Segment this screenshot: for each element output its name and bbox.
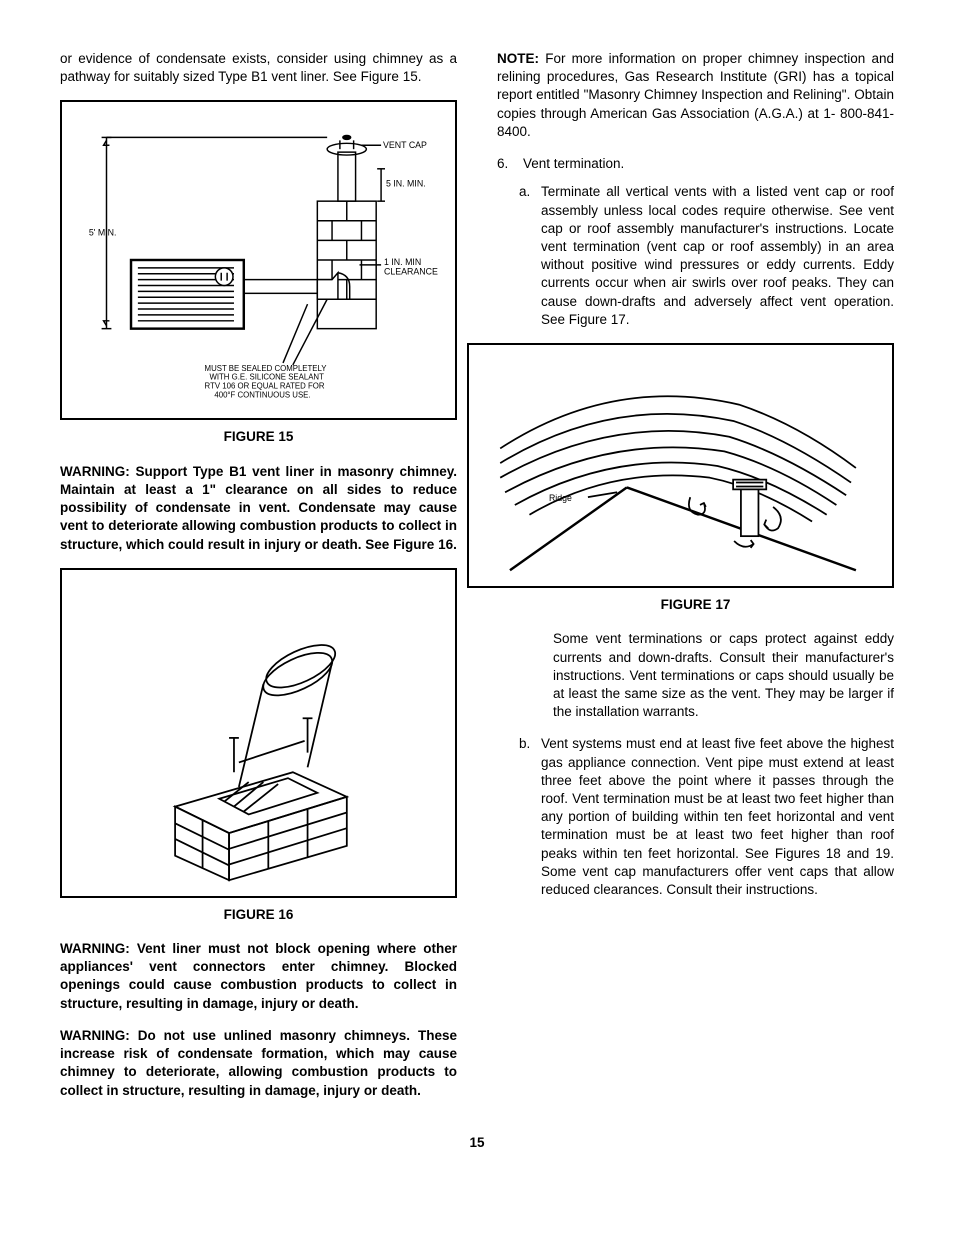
five-in-min-label: 5 IN. MIN. [386,179,426,189]
warning-2-label: WARNING: [60,941,130,956]
figure-15-box: VENT CAP 5 IN. MIN. 1 IN. MIN CLEARANCE … [60,100,457,420]
one-in-min-l2: CLEARANCE [384,267,438,277]
figure-16-box [60,568,457,898]
figure-15-svg: VENT CAP 5 IN. MIN. 1 IN. MIN CLEARANCE … [68,108,449,412]
left-column: or evidence of condensate exists, consid… [60,50,457,1114]
seal-l2: WITH G.E. SILICONE SEALANT [209,373,324,382]
five-min-label: 5' MIN. [89,228,117,238]
vent-cap-label: VENT CAP [383,141,427,151]
item-6a-continuation: Some vent terminations or caps protect a… [553,630,894,721]
item-6-sublist: a. Terminate all vertical vents with a l… [497,183,894,329]
warning-3: WARNING: Do not use unlined masonry chim… [60,1027,457,1100]
note-para: NOTE: For more information on proper chi… [497,50,894,141]
item-6-text: Vent termination. [523,155,624,173]
figure-16-svg [68,576,449,890]
right-column: NOTE: For more information on proper chi… [497,50,894,1114]
item-6a-cont-block: Some vent terminations or caps protect a… [497,630,894,721]
note-text: For more information on proper chimney i… [497,51,894,139]
item-6a: a. Terminate all vertical vents with a l… [519,183,894,329]
warning-2: WARNING: Vent liner must not block openi… [60,940,457,1013]
seal-l4: 400°F CONTINUOUS USE. [214,391,310,400]
figure-16-caption: FIGURE 16 [60,906,457,924]
figure-17-box: Ridge [467,343,894,588]
item-6b: b. Vent systems must end at least five f… [519,735,894,899]
note-label: NOTE: [497,51,539,66]
ridge-label: Ridge [549,493,572,503]
page-number: 15 [60,1134,894,1152]
figure-17-svg: Ridge [475,351,886,580]
warning-1: WARNING: Support Type B1 vent liner in m… [60,463,457,554]
item-6a-letter: a. [519,183,541,329]
intro-para: or evidence of condensate exists, consid… [60,50,457,86]
warning-3-label: WARNING: [60,1028,130,1043]
figure-17-caption: FIGURE 17 [497,596,894,614]
seal-l1: MUST BE SEALED COMPLETELY [205,364,328,373]
item-6b-body: Vent systems must end at least five feet… [541,735,894,899]
item-6-num: 6. [497,155,523,173]
seal-l3: RTV 106 OR EQUAL RATED FOR [205,382,325,391]
item-6: 6. Vent termination. [497,155,894,173]
item-6a-body: Terminate all vertical vents with a list… [541,183,894,329]
item-6b-block: b. Vent systems must end at least five f… [497,735,894,899]
item-6b-letter: b. [519,735,541,899]
figure-15-caption: FIGURE 15 [60,428,457,446]
page-columns: or evidence of condensate exists, consid… [60,50,894,1114]
one-in-min-l1: 1 IN. MIN [384,257,421,267]
warning-1-label: WARNING: [60,464,130,479]
